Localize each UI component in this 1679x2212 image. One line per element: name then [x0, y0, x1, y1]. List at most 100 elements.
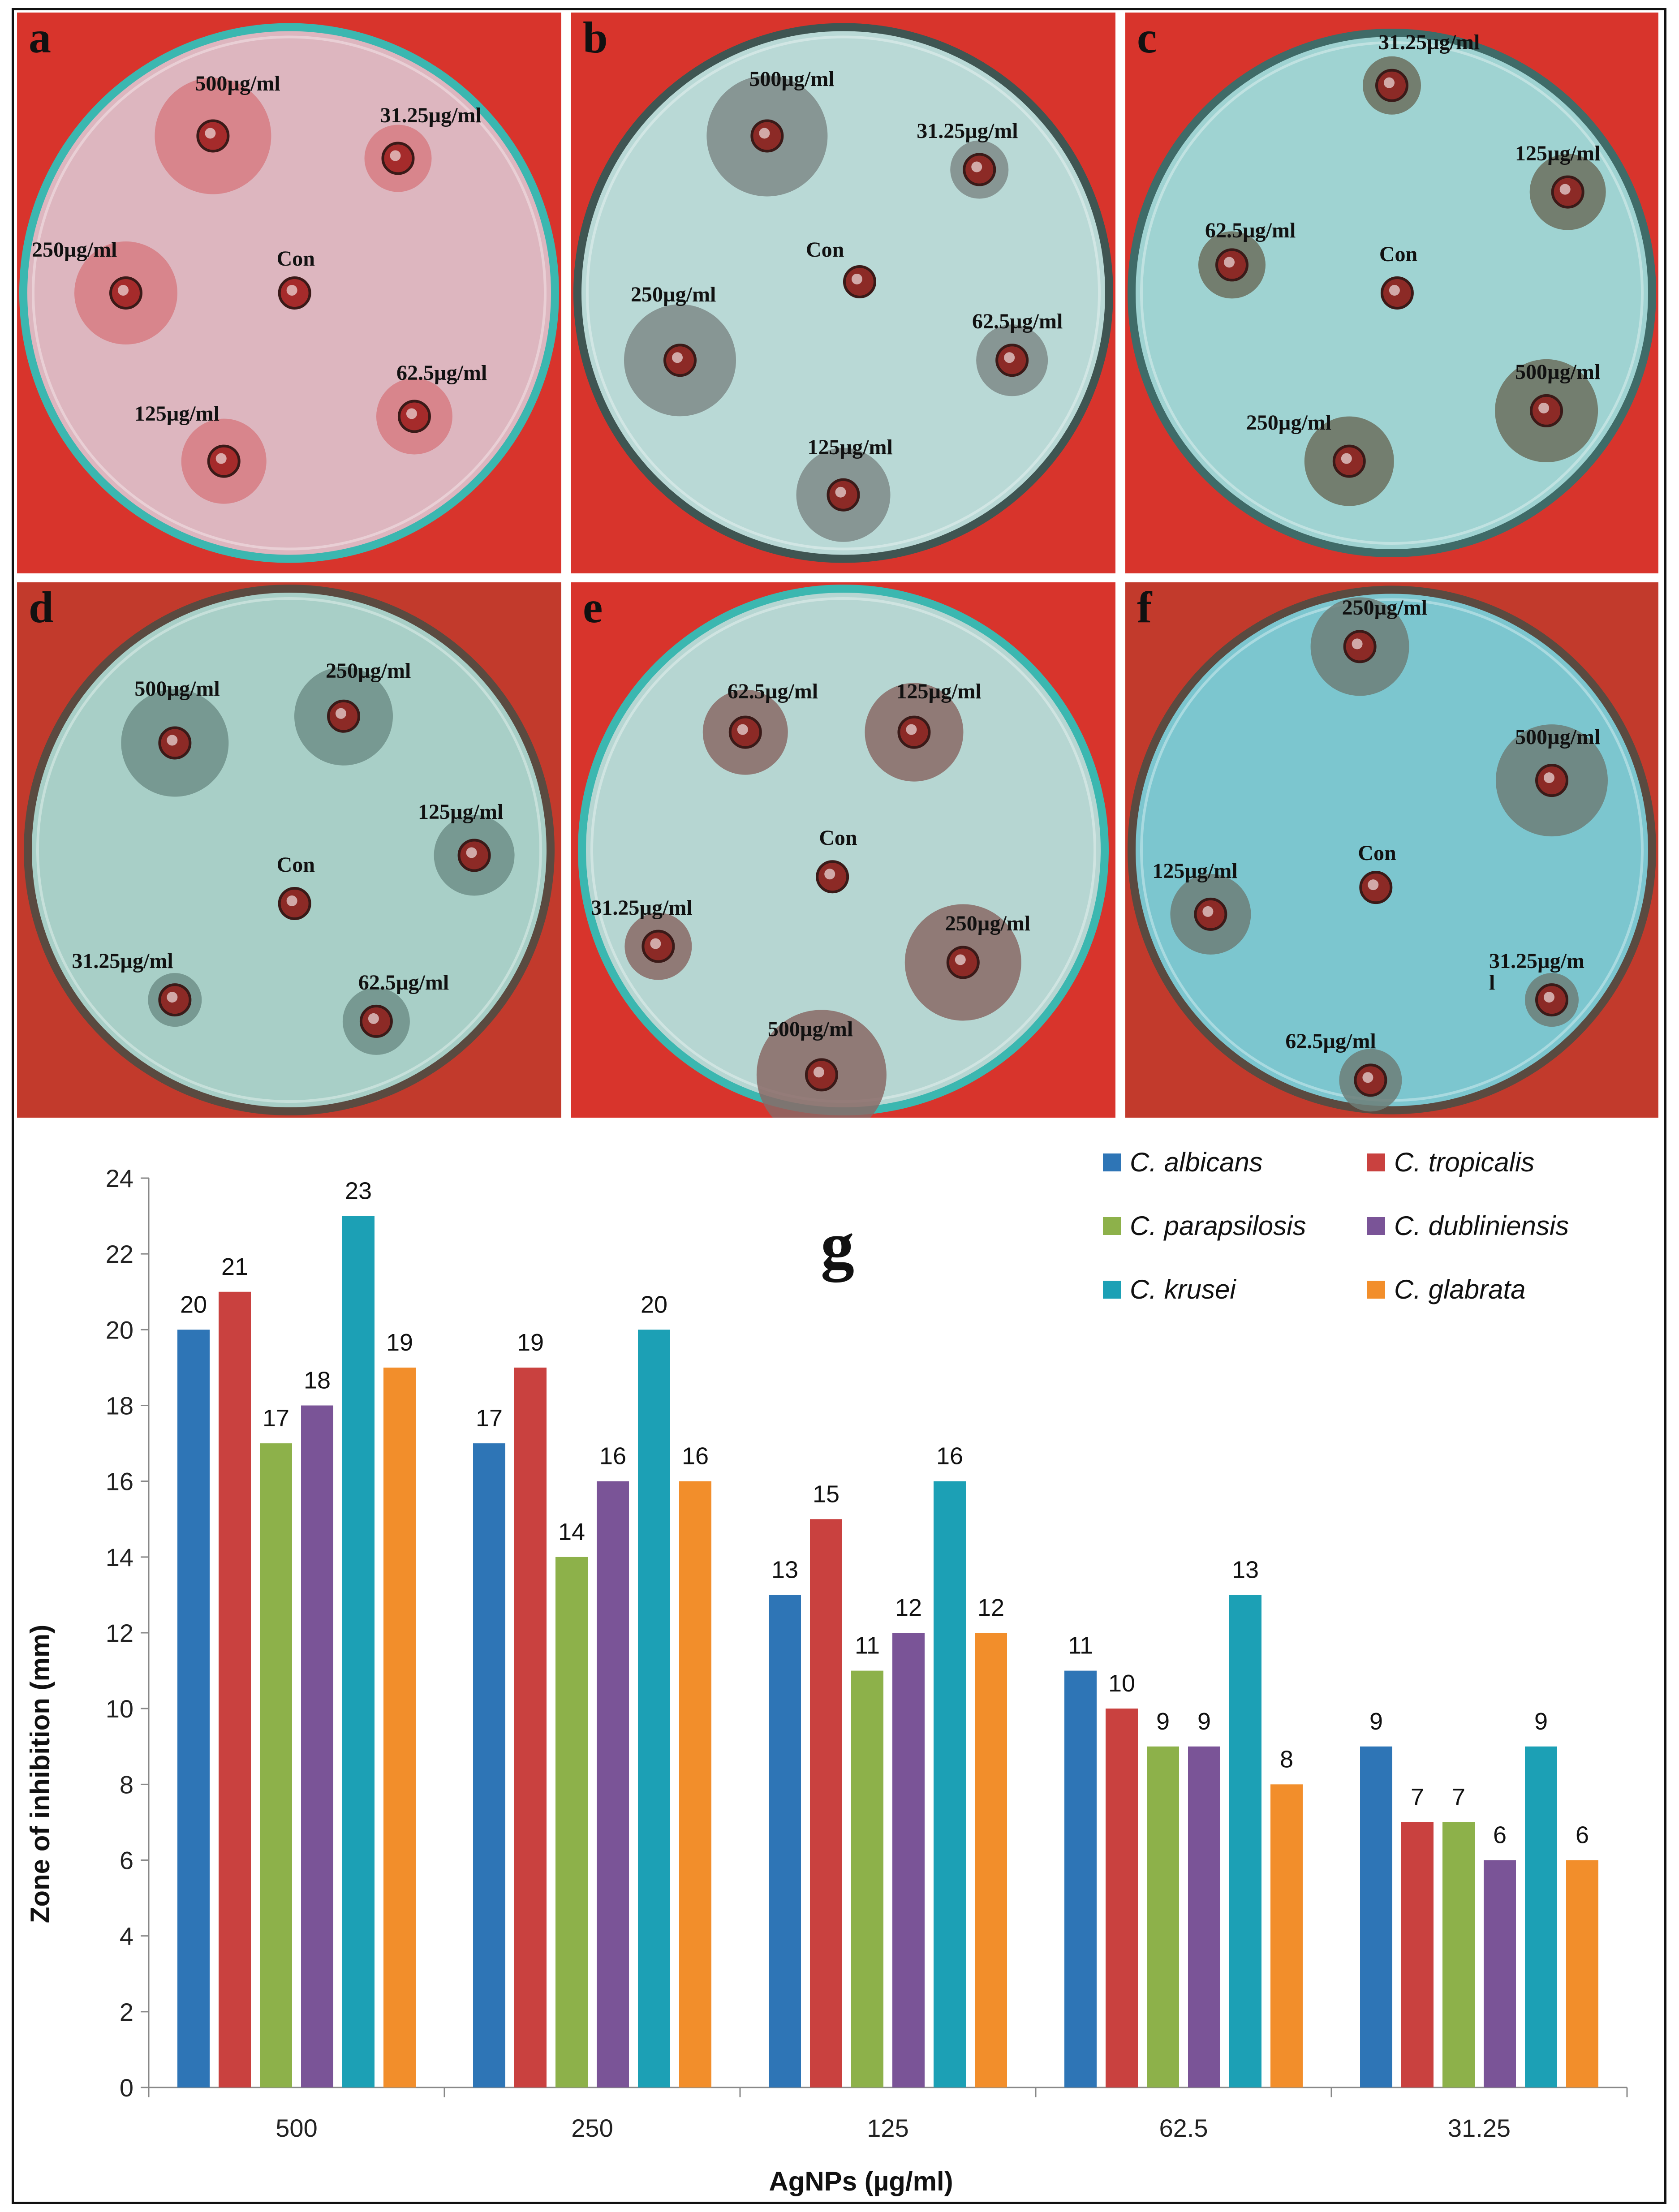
- well-label: 31.25µg/ml: [1378, 30, 1480, 54]
- well-highlight: [1341, 453, 1352, 464]
- legend: C. albicans C. tropicalis C. parapsilosis C…: [1103, 1147, 1569, 1304]
- well-label: 125µg/ml: [1152, 859, 1238, 883]
- bar: [975, 1633, 1007, 2087]
- bar: [1064, 1670, 1097, 2087]
- bar-value-label: 14: [558, 1519, 585, 1545]
- well-highlight: [167, 992, 178, 1003]
- well-label: 500µg/ml: [767, 1017, 853, 1041]
- well-label: 125µg/ml: [1515, 141, 1601, 165]
- plate-panel-f: 250µg/ml 500µg/ml 125µg/ml Con 31.25µg/m l 62…: [1125, 582, 1658, 1118]
- panel-letter: f: [1137, 582, 1152, 632]
- bar: [260, 1443, 292, 2087]
- bar-value-labels: 20 17 13 11 9 21 19 15 10 7 17 14 11 9 7 18 16 12 9 6 23 20 16…: [180, 1178, 1589, 1849]
- well-label: 125µg/ml: [807, 435, 893, 459]
- well-highlight: [286, 895, 297, 906]
- legend-entry: C. glabrata: [1394, 1274, 1526, 1304]
- well-label: 62.5µg/ml: [1205, 219, 1296, 243]
- well-highlight: [390, 150, 401, 161]
- plate-panel-e: 62.5µg/ml 125µg/ml Con 31.25µg/ml 250µg/ml 50…: [571, 582, 1115, 1118]
- plate-panel-b: 500µg/ml 31.25µg/ml Con 250µg/ml 62.5µg/ml 12…: [571, 13, 1115, 573]
- bar: [679, 1481, 711, 2087]
- well-label: 250µg/ml: [32, 238, 117, 262]
- well-label: 500µg/ml: [134, 676, 220, 701]
- y-tick-label: 4: [120, 1922, 133, 1950]
- legend-entry: C. dubliniensis: [1394, 1211, 1569, 1241]
- x-tick-label: 31.25: [1448, 2114, 1511, 2142]
- bar-value-label: 12: [895, 1594, 922, 1621]
- bar-value-label: 19: [386, 1329, 413, 1356]
- bar-value-label: 13: [771, 1556, 798, 1583]
- bar: [638, 1330, 670, 2087]
- bar-value-label: 16: [599, 1443, 626, 1470]
- well-label: 250µg/ml: [945, 912, 1031, 936]
- well-highlight: [336, 708, 346, 719]
- bar-value-label: 6: [1493, 1822, 1507, 1849]
- bar-value-label: 17: [263, 1405, 289, 1432]
- petri-dish-a: [19, 23, 559, 563]
- well-label: 500µg/ml: [195, 72, 280, 96]
- well-label: Con: [805, 237, 844, 262]
- well-highlight: [1544, 772, 1554, 783]
- bar-value-label: 8: [1280, 1746, 1293, 1773]
- bar-value-label: 21: [221, 1253, 248, 1280]
- plate-rim: [586, 35, 1101, 551]
- well-label: 62.5µg/ml: [1285, 1029, 1376, 1054]
- y-tick-label: 8: [120, 1770, 133, 1799]
- well-highlight: [906, 724, 917, 735]
- x-tick-label: 62.5: [1159, 2114, 1208, 2142]
- well-highlight: [672, 352, 683, 363]
- bar-value-label: 16: [682, 1443, 709, 1470]
- panel-letter: c: [1137, 13, 1157, 62]
- y-tick-label: 18: [106, 1392, 133, 1420]
- plate-rim: [1140, 41, 1644, 545]
- bar: [1484, 1860, 1516, 2087]
- plate-panel-a: 500µg/ml 31.25µg/ml 250µg/ml Con 62.5µg/ml 12…: [17, 13, 561, 573]
- plate-rim: [32, 35, 547, 551]
- well-highlight: [1004, 352, 1015, 363]
- bar: [473, 1443, 505, 2087]
- plate-rim: [36, 597, 542, 1103]
- plate-panel-c: 31.25µg/ml 125µg/ml 62.5µg/ml Con 500µg/ml 25…: [1125, 13, 1658, 573]
- bars: [177, 1216, 1598, 2087]
- well-highlight: [1202, 906, 1214, 917]
- well-highlight: [1384, 77, 1395, 88]
- bar: [1566, 1860, 1598, 2087]
- well-label: Con: [276, 853, 315, 877]
- panel-letter: e: [583, 582, 603, 632]
- bar: [934, 1481, 966, 2087]
- well-highlight: [1559, 184, 1571, 195]
- y-tick-label: 16: [106, 1467, 133, 1496]
- panel-letter: b: [583, 13, 608, 62]
- well-label: 250µg/ml: [1246, 410, 1332, 435]
- y-tick-label: 2: [120, 1998, 133, 2026]
- well-label: 31.25µg/ml: [917, 119, 1018, 143]
- y-tick-label: 24: [106, 1164, 133, 1192]
- bar: [177, 1330, 210, 2087]
- bar: [555, 1557, 588, 2087]
- bar-value-label: 9: [1534, 1708, 1548, 1735]
- bar: [1147, 1746, 1179, 2087]
- bar: [1270, 1784, 1303, 2087]
- y-tick-label: 20: [106, 1316, 133, 1344]
- well-highlight: [205, 128, 216, 139]
- chart-panel: 0 2 4 6 8 10 12 14 16 18 20 22 24 500 250 125 62.5 31.25…: [19, 1120, 1659, 2199]
- well-highlight: [406, 408, 417, 419]
- well-highlight: [835, 486, 846, 498]
- bar-value-label: 20: [641, 1291, 667, 1318]
- well-label: 31.25µg/ml: [72, 949, 173, 973]
- plate-panel-d: 500µg/ml 250µg/ml 125µg/ml Con 31.25µg/ml 62.…: [17, 582, 561, 1118]
- petri-dish-d: [24, 585, 555, 1115]
- well-label: 62.5µg/ml: [727, 679, 818, 703]
- bar-value-label: 19: [517, 1329, 544, 1356]
- bar: [342, 1216, 375, 2087]
- well-label: 500µg/ml: [749, 67, 835, 91]
- bar-value-label: 6: [1576, 1822, 1589, 1849]
- well-highlight: [118, 285, 129, 296]
- legend-swatch: [1367, 1217, 1385, 1235]
- well-highlight: [1362, 1072, 1373, 1083]
- well-label: Con: [819, 826, 857, 850]
- well-label: Con: [1379, 242, 1418, 266]
- well-highlight: [1389, 285, 1400, 296]
- well-label: 31.25µg/m l: [1489, 949, 1584, 995]
